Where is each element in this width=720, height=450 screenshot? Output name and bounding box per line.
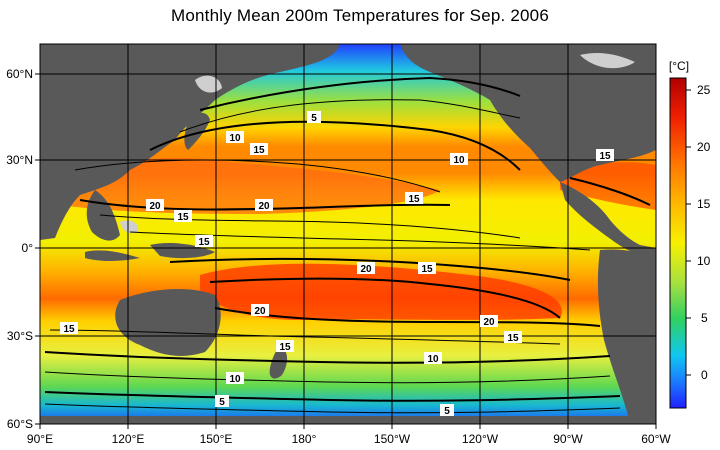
contour-label: 10 — [229, 133, 241, 144]
contour-label: 5 — [444, 406, 450, 417]
axis-ticks — [35, 73, 657, 429]
contour-label: 20 — [483, 317, 495, 328]
lon-label: 150°W — [374, 432, 411, 446]
lat-lon-grid — [40, 44, 656, 424]
contour-label: 15 — [177, 212, 189, 223]
lon-label: 150°E — [200, 432, 233, 446]
colorbar-tick-label: 5 — [701, 311, 708, 325]
land — [40, 44, 656, 424]
lon-label: 60°W — [641, 432, 671, 446]
contour-label: 10 — [453, 155, 465, 166]
contour-label: 15 — [198, 237, 210, 248]
atlantic-warm-pool — [560, 162, 656, 210]
contour-label: 15 — [421, 264, 433, 275]
contour-label: 15 — [63, 324, 75, 335]
contour-label-group: 5 10 15 10 15 20 20 15 15 15 20 15 20 — [60, 111, 614, 417]
lat-label: 30°S — [7, 329, 33, 343]
contour-label: 20 — [360, 264, 372, 275]
lon-labels: 90°E 120°E 150°E 180° 150°W 120°W 90°W 6… — [27, 432, 671, 446]
lon-label: 90°W — [553, 432, 583, 446]
colorbar: [°C] 25 20 15 10 5 0 — [669, 59, 711, 409]
no-data-patches — [120, 52, 635, 234]
contour-label: 5 — [311, 113, 317, 124]
lon-label: 90°E — [27, 432, 53, 446]
colorbar-tick-label: 0 — [701, 368, 708, 382]
page-title: Monthly Mean 200m Temperatures for Sep. … — [171, 6, 549, 25]
lat-label: 60°S — [7, 417, 33, 431]
lat-labels: 60°N 30°N 0° 30°S 60°S — [6, 67, 33, 431]
colorbar-scale — [669, 77, 687, 409]
lon-label: 180° — [292, 432, 317, 446]
south-warm-pool — [200, 263, 562, 320]
colorbar-tick-label: 20 — [697, 140, 711, 154]
colorbar-tick-label: 15 — [697, 197, 711, 211]
lat-label: 30°N — [6, 153, 33, 167]
lat-label: 0° — [22, 241, 34, 255]
contour-label: 5 — [219, 397, 225, 408]
contour-label: 15 — [507, 333, 519, 344]
colorbar-tick-label: 10 — [697, 254, 711, 268]
colorbar-tick-label: 25 — [697, 83, 711, 97]
contour-label: 15 — [279, 342, 291, 353]
lon-label: 120°E — [112, 432, 145, 446]
map-panel: 5 10 15 10 15 20 20 15 15 15 20 15 20 — [40, 44, 656, 424]
contour-label: 15 — [599, 151, 611, 162]
contour-label: 15 — [253, 145, 265, 156]
contour-lines — [44, 76, 651, 414]
colorbar-unit-label: [°C] — [669, 59, 689, 73]
contour-label: 10 — [229, 374, 241, 385]
map-frame — [39, 43, 657, 425]
lon-label: 120°W — [462, 432, 499, 446]
contour-label: 15 — [408, 194, 420, 205]
colorbar-ticks — [686, 89, 691, 376]
contour-label: 10 — [427, 354, 439, 365]
contour-label: 20 — [149, 201, 161, 212]
contour-label: 20 — [258, 201, 270, 212]
lat-label: 60°N — [6, 67, 33, 81]
contour-label: 20 — [254, 306, 266, 317]
